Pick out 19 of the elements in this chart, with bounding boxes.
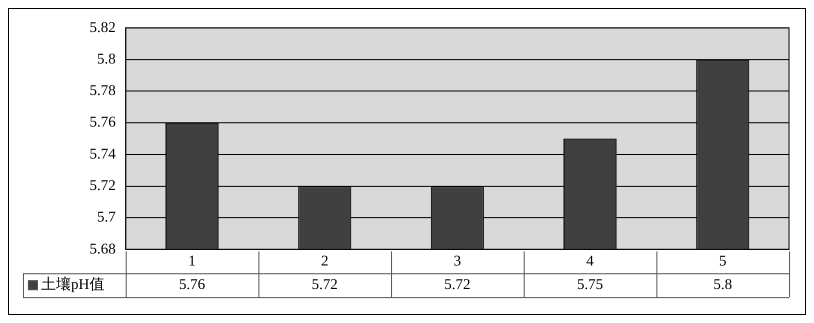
y-tick-label: 5.78 — [90, 83, 116, 100]
data-label: 5.75 — [576, 277, 604, 294]
data-label: 5.76 — [178, 277, 206, 294]
y-tick-label: 5.72 — [90, 178, 116, 194]
legend-label: 土壤pH值 — [40, 276, 104, 294]
y-tick-label: 5.76 — [90, 114, 116, 131]
data-label: 5.72 — [312, 277, 338, 294]
x-tick-label: 1 — [188, 253, 196, 270]
data-label: 5.72 — [444, 277, 470, 294]
y-tick-label: 5.82 — [90, 20, 116, 36]
data-label: 5.8 — [713, 277, 732, 294]
x-tick-label: 5 — [718, 253, 726, 270]
y-tick-label: 5.74 — [90, 146, 116, 162]
x-tick-label: 3 — [454, 253, 462, 270]
x-tick-label: 4 — [586, 253, 594, 270]
y-tick-label: 5.7 — [97, 210, 116, 226]
y-tick-label: 5.68 — [90, 241, 116, 258]
x-tick-label: 2 — [320, 253, 328, 270]
y-tick-label: 5.8 — [97, 51, 116, 68]
